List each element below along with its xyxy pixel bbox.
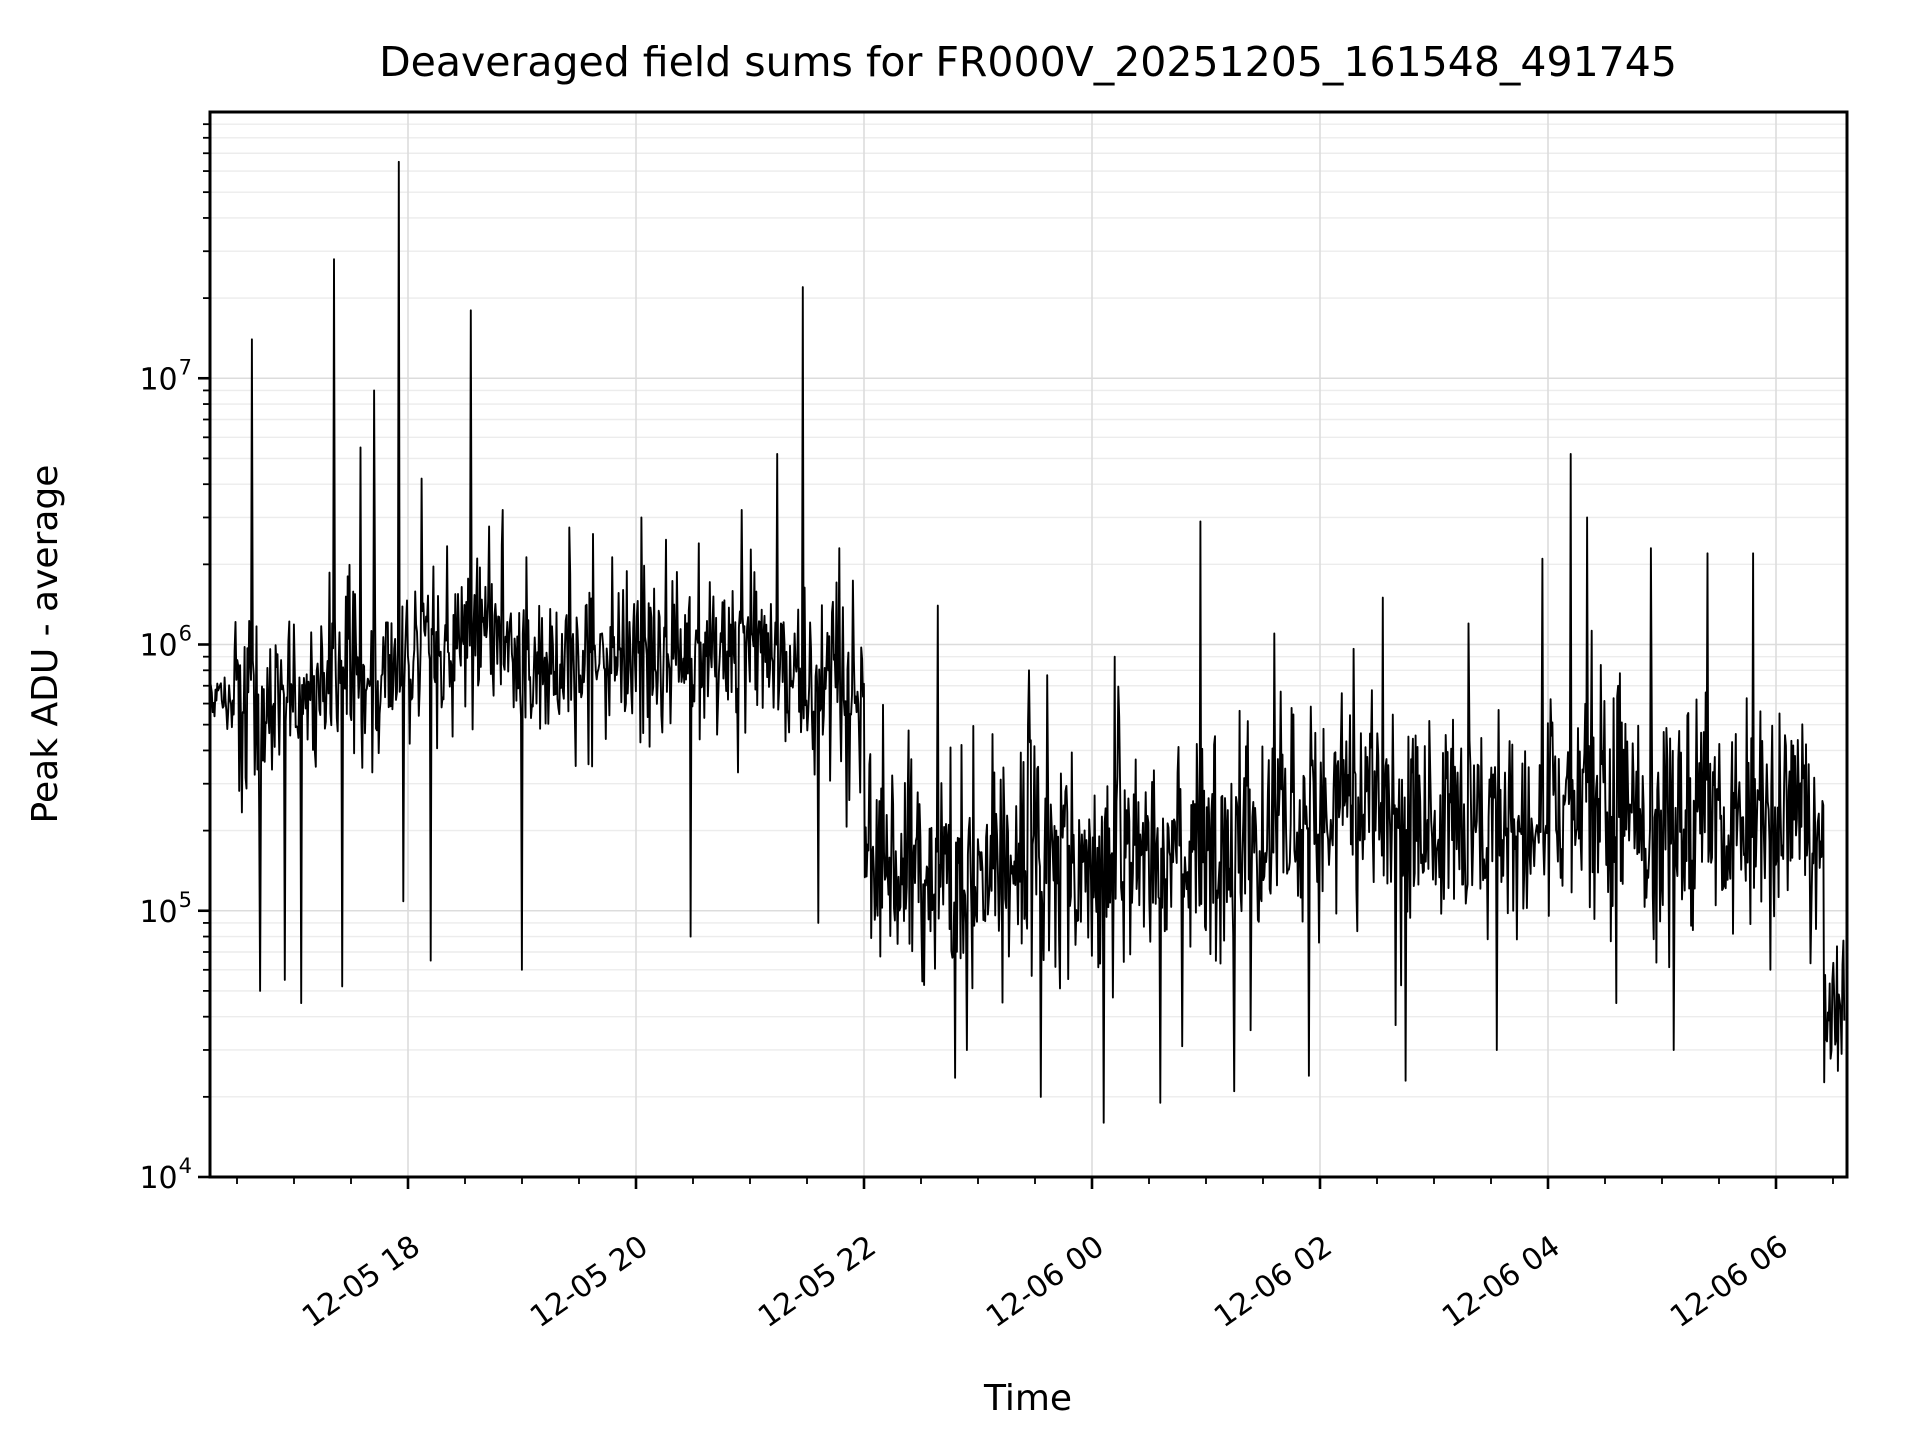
axis-ticks <box>198 123 1834 1189</box>
x-tick-label: 12-05 22 <box>752 1229 883 1335</box>
y-tick-label: 106 <box>139 622 192 664</box>
chart-title: Deaveraged field sums for FR000V_2025120… <box>379 38 1677 86</box>
x-tick-label: 12-06 06 <box>1664 1229 1795 1335</box>
x-tick-label: 12-06 02 <box>1208 1229 1339 1335</box>
x-tick-label: 12-06 04 <box>1436 1229 1567 1335</box>
y-tick-label: 107 <box>139 355 192 397</box>
y-tick-label: 105 <box>139 888 192 930</box>
x-tick-label: 12-05 20 <box>524 1229 655 1335</box>
y-axis-label: Peak ADU - average <box>25 465 66 824</box>
x-tick-label: 12-05 18 <box>296 1229 427 1335</box>
x-axis-label: Time <box>983 1378 1072 1419</box>
tick-labels: 104 105 106 107 12-05 18 12-05 20 12-05 22 12-0… <box>139 355 1794 1335</box>
y-tick-label: 104 <box>139 1154 192 1196</box>
series-line <box>210 160 1846 1124</box>
x-tick-label: 12-06 00 <box>980 1229 1111 1335</box>
